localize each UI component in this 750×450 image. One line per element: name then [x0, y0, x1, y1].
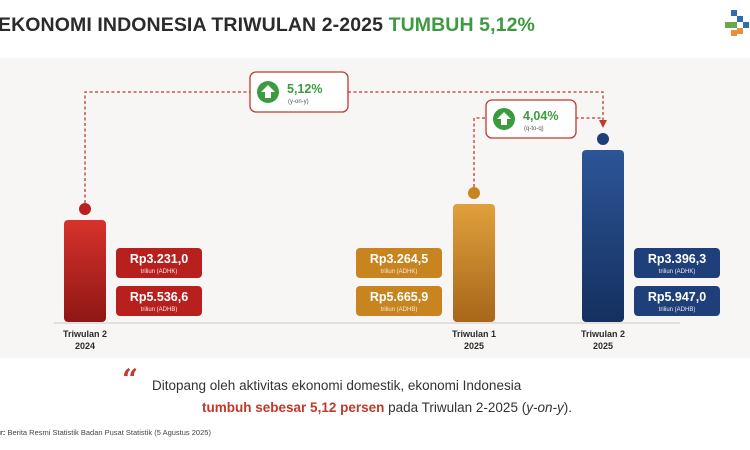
yoy-arrow-icon — [599, 120, 607, 128]
label-unit-adhk-1: triliun (ADHK) — [141, 269, 178, 275]
quote-line-2: tumbuh sebesar 5,12 persen pada Triwulan… — [152, 400, 622, 415]
source-note: r: Berita Resmi Statistik Badan Pusat St… — [0, 428, 211, 437]
annotation-sub-1: (y-on-y) — [288, 99, 309, 105]
label-box-adhb-2 — [356, 286, 442, 316]
annotation-sub-2: (q-to-q) — [524, 126, 544, 132]
category-label-3-1: Triwulan 2 — [581, 329, 625, 339]
category-label-1-2: 2024 — [75, 341, 95, 351]
label-box-adhb-3 — [634, 286, 720, 316]
label-unit-adhk-3: triliun (ADHK) — [659, 269, 696, 275]
label-unit-adhb-2: triliun (ADHB) — [381, 307, 418, 313]
bar-1 — [64, 220, 106, 322]
label-value-adhk-3: Rp3.396,3 — [648, 252, 706, 266]
title-accent: TUMBUH 5,12% — [388, 14, 535, 36]
label-value-adhb-3: Rp5.947,0 — [648, 290, 706, 304]
label-value-adhb-2: Rp5.665,9 — [370, 290, 428, 304]
label-unit-adhk-2: triliun (ADHK) — [381, 269, 418, 275]
label-unit-adhb-3: triliun (ADHB) — [659, 307, 696, 313]
source-text: Berita Resmi Statistik Badan Pusat Stati… — [5, 428, 211, 437]
quote-line-1: Ditopang oleh aktivitas ekonomi domestik… — [152, 378, 522, 393]
bar-marker-2 — [468, 187, 480, 199]
label-box-adhk-2 — [356, 248, 442, 278]
title-main: EKONOMI INDONESIA TRIWULAN 2-2025 — [0, 14, 384, 36]
annotation-value-2: 4,04% — [523, 109, 558, 123]
label-box-adhk-1 — [116, 248, 202, 278]
label-box-adhk-3 — [634, 248, 720, 278]
chart-area: 5,12% (y-on-y) 4,04% (q-to-q) Rp3.231,0 trili… — [0, 58, 750, 358]
quote-area: “ Ditopang oleh aktivitas ekonomi domest… — [0, 358, 750, 450]
label-value-adhk-1: Rp3.231,0 — [130, 252, 188, 266]
category-label-3-2: 2025 — [593, 341, 613, 351]
quote-rest: pada Triwulan 2-2025 ( — [384, 400, 527, 415]
quote-end: ). — [563, 400, 572, 415]
quote-italic: y-on-y — [526, 400, 564, 415]
category-label-2-1: Triwulan 1 — [452, 329, 496, 339]
source-label: r: — [0, 428, 6, 437]
label-value-adhb-1: Rp5.536,6 — [130, 290, 188, 304]
page-title: EKONOMI INDONESIA TRIWULAN 2-2025 TUMBUH… — [0, 14, 535, 37]
label-box-adhb-1 — [116, 286, 202, 316]
annotation-value-1: 5,12% — [287, 82, 322, 96]
category-label-1-1: Triwulan 2 — [63, 329, 107, 339]
bar-2 — [453, 204, 495, 322]
title-bar: EKONOMI INDONESIA TRIWULAN 2-2025 TUMBUH… — [0, 0, 750, 58]
bar-marker-1 — [79, 203, 91, 215]
annotation-box-1 — [249, 71, 349, 113]
bar-marker-3 — [597, 133, 609, 145]
category-label-2-2: 2025 — [464, 341, 484, 351]
quote-mark-icon: “ — [122, 363, 139, 396]
growth-chart: 5,12% (y-on-y) 4,04% (q-to-q) Rp3.231,0 trili… — [54, 71, 720, 351]
bar-3 — [582, 150, 624, 322]
quote-highlight: tumbuh sebesar 5,12 persen — [202, 400, 385, 415]
label-unit-adhb-1: triliun (ADHB) — [141, 307, 178, 313]
label-value-adhk-2: Rp3.264,5 — [370, 252, 428, 266]
up-arrow-glyph — [261, 85, 275, 98]
up-arrow-glyph — [497, 112, 511, 125]
bps-logo — [725, 10, 749, 36]
